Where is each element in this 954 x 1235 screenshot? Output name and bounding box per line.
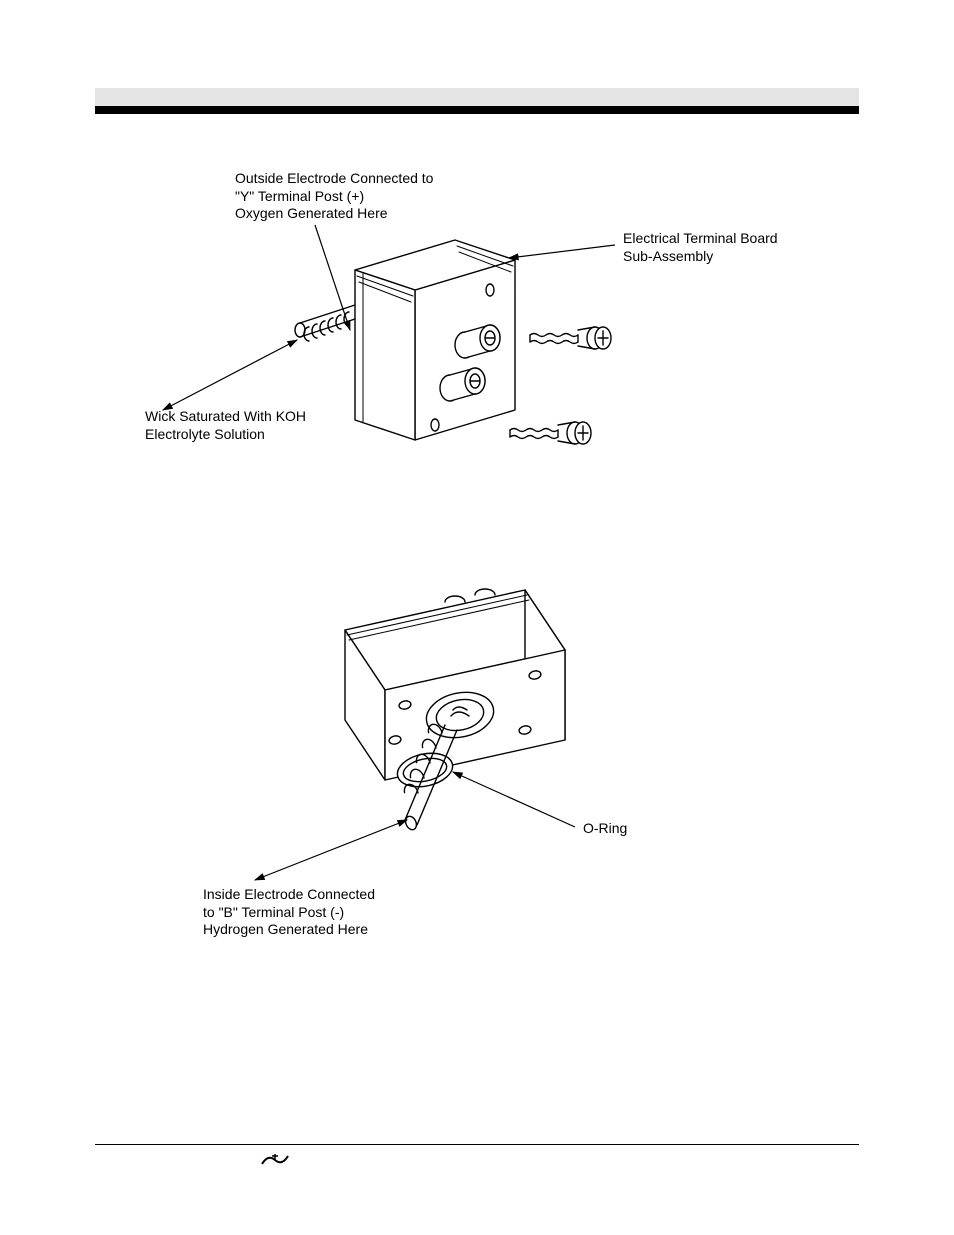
wick-tube <box>295 305 355 341</box>
diagram-area: Outside Electrode Connected to "Y" Termi… <box>95 130 859 1010</box>
label-terminal-board: Electrical Terminal Board Sub-Assembly <box>623 230 778 265</box>
bottom-assembly <box>345 589 565 831</box>
header-light-bar <box>95 88 859 106</box>
label-inside-electrode: Inside Electrode Connected to "B" Termin… <box>203 886 375 939</box>
label-o-ring: O-Ring <box>583 820 627 838</box>
screw-top <box>530 327 611 349</box>
document-page: Outside Electrode Connected to "Y" Termi… <box>0 0 954 1235</box>
label-outside-electrode: Outside Electrode Connected to "Y" Termi… <box>235 170 433 223</box>
footer-logo-icon <box>260 1152 290 1167</box>
screw-bottom <box>510 422 591 444</box>
footer-rule <box>95 1144 859 1145</box>
top-assembly <box>295 240 611 444</box>
label-wick: Wick Saturated With KOH Electrolyte Solu… <box>145 408 306 443</box>
header-dark-bar <box>95 106 859 114</box>
